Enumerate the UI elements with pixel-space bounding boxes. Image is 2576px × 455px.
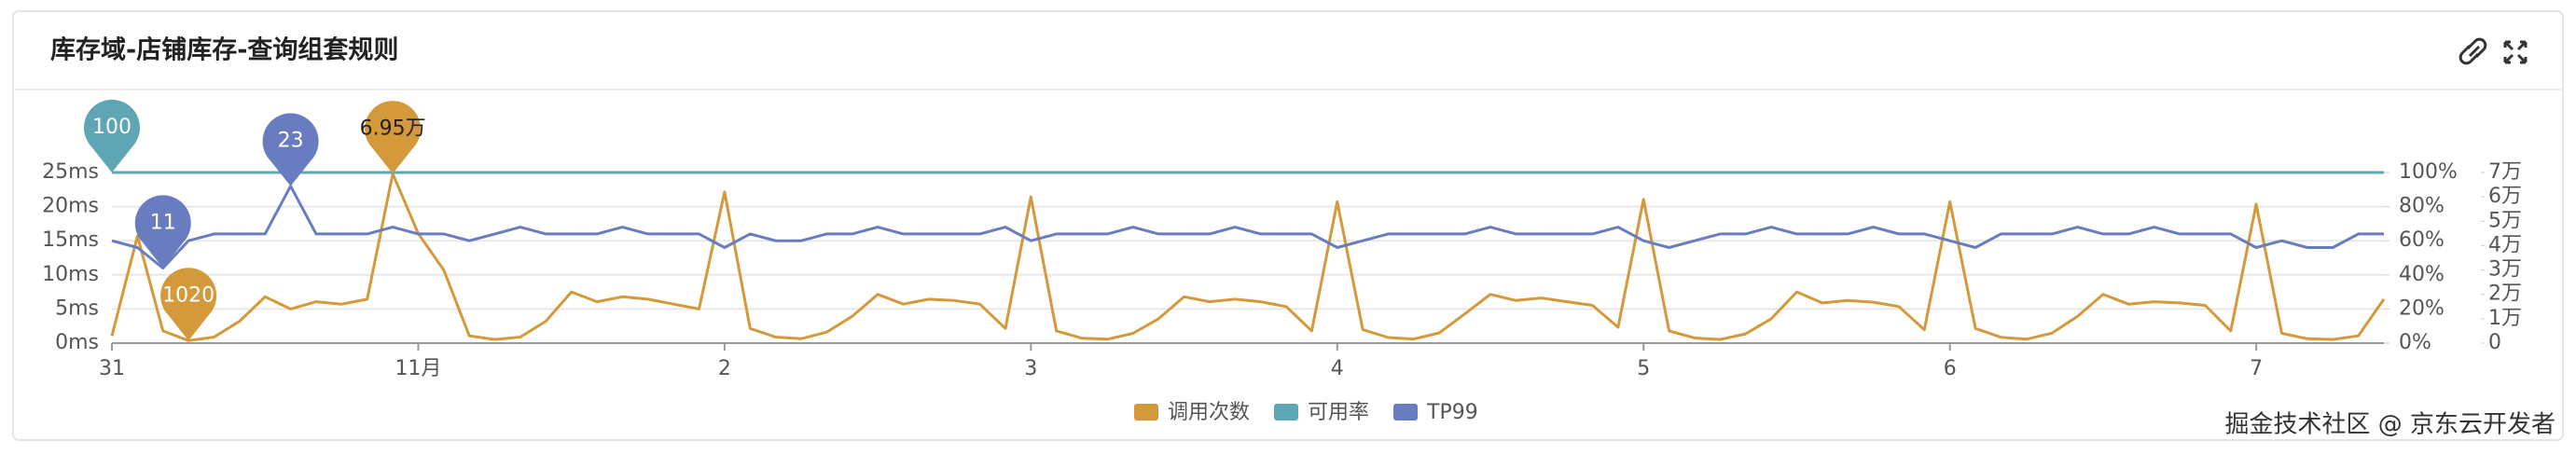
y2-tick-label: 20% — [2399, 296, 2444, 320]
legend: 调用次数 可用率 TP99 — [1134, 401, 1478, 424]
mark-pin — [160, 268, 217, 341]
y3-tick-label: 1万 — [2488, 307, 2522, 330]
legend-label: 可用率 — [1308, 401, 1369, 424]
mark-pin — [365, 101, 422, 174]
pin-label: 6.95万 — [360, 117, 426, 140]
y-tick-label: 0ms — [55, 331, 99, 354]
card-title: 库存域-店铺库存-查询组套规则 — [50, 35, 398, 65]
y3-tick-label: 6万 — [2488, 185, 2522, 208]
y3-tick-label: 5万 — [2488, 209, 2522, 232]
y3-tick-label: 7万 — [2488, 160, 2522, 184]
legend-swatch — [1134, 404, 1158, 421]
pin-label: 1020 — [162, 283, 215, 307]
x-tick-label: 7 — [2250, 357, 2263, 380]
legend-swatch — [1393, 404, 1419, 421]
y2-tick-label: 100% — [2399, 160, 2458, 184]
mark-pin — [262, 113, 319, 186]
y3-tick-label: 4万 — [2488, 233, 2522, 256]
y3-tick-label: 3万 — [2488, 258, 2522, 282]
y2-tick-label: 0% — [2399, 331, 2431, 354]
series-line — [110, 172, 2386, 342]
link-icon[interactable] — [2458, 37, 2487, 65]
y-tick-label: 25ms — [42, 160, 99, 184]
pin-label: 100 — [92, 116, 132, 139]
pin-label: 11 — [150, 211, 176, 234]
credit: 掘金技术社区 @ 京东云开发者 — [2224, 411, 2555, 439]
x-tick-label: 5 — [1637, 357, 1650, 380]
mark-pin — [134, 195, 191, 269]
fullscreen-icon[interactable] — [2503, 40, 2528, 64]
series-line — [111, 185, 2384, 269]
y2-tick-label: 80% — [2399, 195, 2444, 218]
card-frame — [12, 10, 2564, 441]
x-tick-label: 2 — [718, 357, 731, 380]
y3-tick-label: 0 — [2488, 331, 2501, 354]
y-tick-label: 10ms — [42, 263, 99, 286]
x-tick-label: 31 — [99, 357, 125, 380]
y2-tick-label: 40% — [2399, 263, 2444, 286]
legend-swatch — [1274, 404, 1299, 421]
x-tick-label: 6 — [1944, 357, 1957, 380]
y-tick-label: 5ms — [55, 296, 99, 320]
x-tick-label: 3 — [1024, 357, 1037, 380]
mark-pin — [83, 99, 140, 172]
y3-tick-label: 2万 — [2488, 283, 2522, 306]
y-tick-label: 20ms — [42, 195, 99, 218]
pin-label: 23 — [278, 130, 304, 153]
x-tick-label: 11月 — [395, 357, 441, 380]
legend-label: TP99 — [1426, 401, 1478, 424]
y2-tick-label: 60% — [2399, 228, 2444, 252]
y-tick-label: 15ms — [42, 228, 99, 252]
x-tick-label: 4 — [1331, 357, 1344, 380]
legend-label: 调用次数 — [1168, 401, 1250, 424]
